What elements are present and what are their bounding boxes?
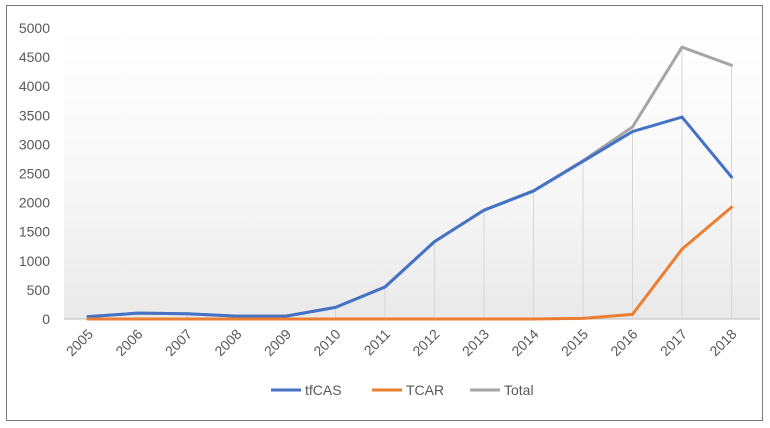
- x-axis: 2005 2006 2007 2008 2009 2010 2011 2012 2013 2014…: [63, 326, 740, 359]
- y-tick-label: 4500: [19, 49, 50, 65]
- y-tick-label: 5000: [19, 20, 50, 36]
- legend-label-tcar: TCAR: [406, 382, 444, 398]
- y-tick-label: 500: [27, 282, 51, 298]
- legend: tfCAS TCAR Total: [271, 382, 534, 398]
- y-tick-label: 0: [42, 311, 50, 327]
- y-tick-label: 3500: [19, 107, 50, 123]
- x-tick-label: 2007: [162, 326, 195, 359]
- x-tick-label: 2014: [508, 326, 541, 359]
- series-line-tcar: [86, 205, 733, 321]
- x-tick-label: 2008: [211, 326, 244, 359]
- series-line-tfcas: [86, 115, 733, 319]
- x-tick-label: 2013: [459, 326, 492, 359]
- x-tick-label: 2010: [310, 326, 343, 359]
- x-tick-label: 2017: [657, 326, 690, 359]
- y-axis: 0 500 1000 1500 2000 2500 3000 3500 4000 4500 5000: [19, 20, 50, 327]
- x-tick-label: 2016: [607, 326, 640, 359]
- y-tick-label: 4000: [19, 78, 50, 94]
- y-tick-label: 2000: [19, 195, 50, 211]
- x-tick-label: 2011: [361, 326, 394, 359]
- x-tick-label: 2015: [558, 326, 591, 359]
- y-tick-label: 2500: [19, 166, 50, 182]
- x-tick-label: 2006: [112, 326, 145, 359]
- y-tick-label: 1000: [19, 253, 50, 269]
- legend-label-tfcas: tfCAS: [305, 382, 342, 398]
- plot-area: [64, 28, 760, 319]
- x-tick-label: 2009: [261, 326, 294, 359]
- legend-label-total: Total: [504, 382, 534, 398]
- series-lines: [86, 45, 733, 321]
- x-tick-label: 2012: [409, 326, 442, 359]
- x-tick-label: 2018: [706, 326, 739, 359]
- y-tick-label: 3000: [19, 136, 50, 152]
- x-tick-label: 2005: [63, 326, 96, 359]
- y-tick-label: 1500: [19, 224, 50, 240]
